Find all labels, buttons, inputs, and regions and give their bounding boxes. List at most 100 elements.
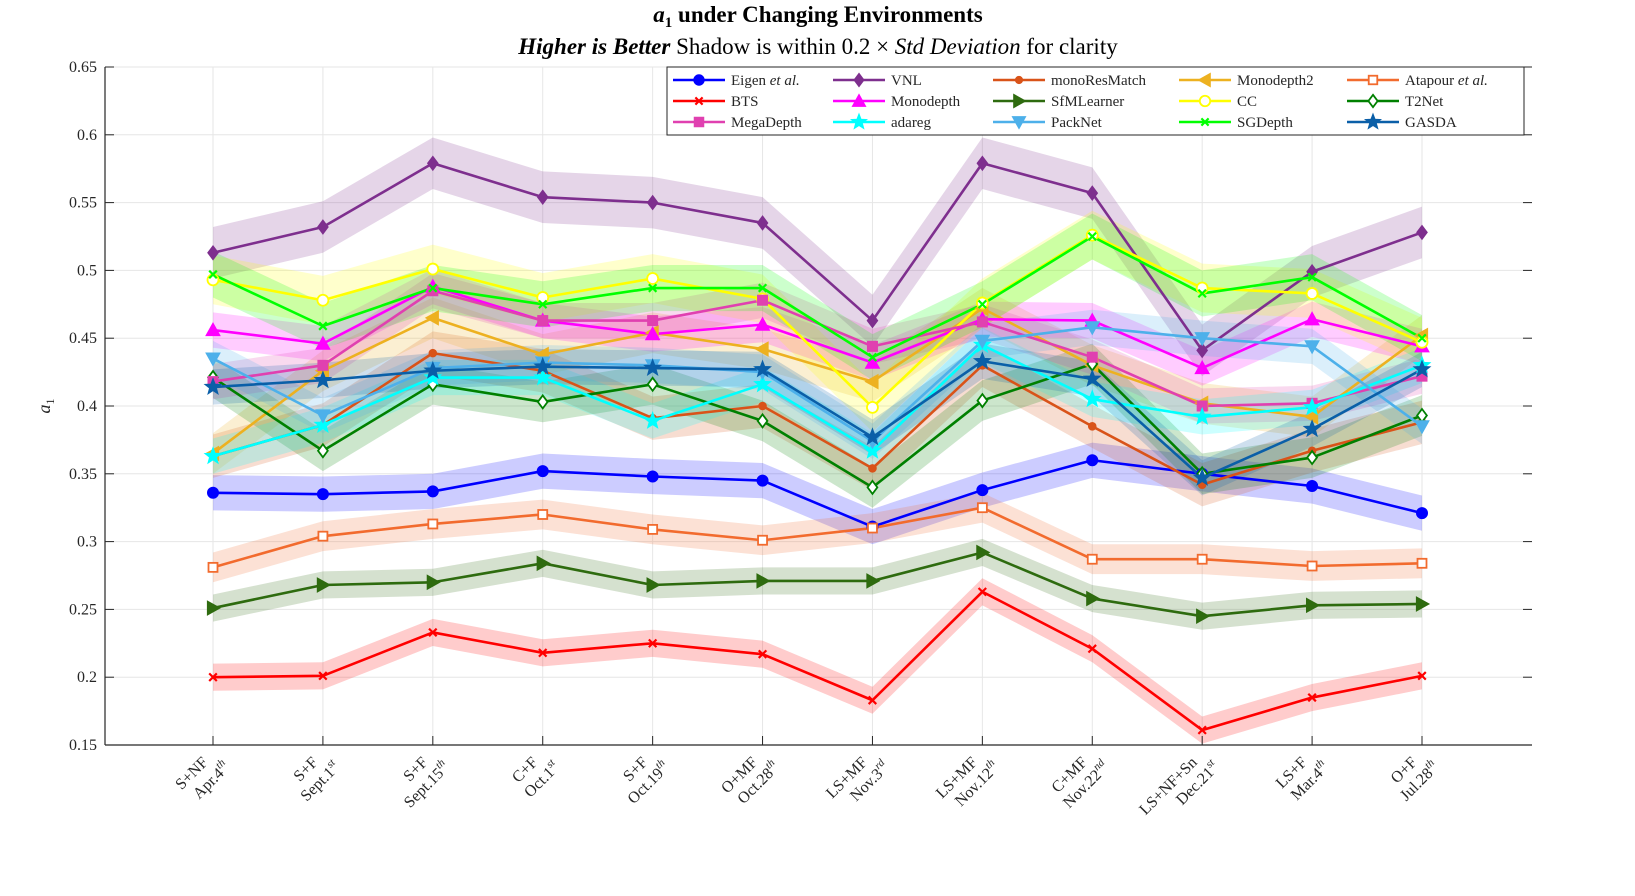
point-adareg-5 [753,374,772,393]
point-megadepth-8 [1086,351,1098,363]
shade-eigen [213,442,1422,545]
x-tick-label: S+FSept.1st [284,745,344,805]
point-gasda-8 [1082,368,1102,387]
point-vnl-9 [1196,342,1209,359]
legend-item-adareg: adareg [833,112,931,131]
series-line-bts [212,590,1423,732]
x-tick-label: O+MFOct.28th [718,745,783,810]
point-sfmlearner-9 [1196,608,1211,625]
point-t2net-3 [536,393,549,410]
point-sgdepth-7 [977,299,987,309]
point-cc-2 [426,262,440,276]
point-atapour-8 [1086,553,1098,565]
axes [104,66,1532,746]
chart-title-group: a1 under Changing Environments Higher is … [517,2,1118,59]
point-monoresmatch-5 [758,401,767,411]
point-vnl-3 [536,189,549,206]
legend-item-vnl: VNL [833,72,922,89]
x-tick-label: LS+MFNov.3rd [823,745,893,815]
point-vnl-4 [646,194,659,211]
shade-gasda [213,343,1422,496]
point-sgdepth-5 [757,283,768,293]
series-line-monoresmatch [212,351,1423,486]
legend-marker [1014,75,1024,85]
point-cc-10 [1305,287,1319,300]
point-packnet-11 [1414,420,1430,435]
shade-sgdepth [213,213,1422,381]
y-tick-label: 0.5 [77,262,97,279]
y-tick-label: 0.65 [69,59,97,76]
point-gasda-4 [643,358,663,377]
point-sgdepth-11 [1417,333,1427,343]
point-packnet-0 [205,352,221,367]
legend-marker [1367,93,1379,109]
point-sgdepth-10 [1307,272,1317,282]
point-monodepth-1 [315,335,331,350]
point-sgdepth-9 [1197,288,1207,299]
shade-sfmlearner [213,538,1422,630]
point-gasda-7 [972,351,992,370]
point-eigen-1 [316,488,329,501]
point-sfmlearner-3 [536,555,551,572]
point-adareg-9 [1192,406,1212,425]
point-sgdepth-2 [428,283,438,293]
shade-monodepth [213,269,1422,386]
y-tick-label: 0.55 [69,195,97,212]
point-cc-9 [1195,281,1209,295]
legend-label: BTS [731,94,759,110]
point-sfmlearner-10 [1305,597,1321,614]
shade-monodepth2 [213,288,1422,474]
point-monoresmatch-6 [868,464,877,473]
legend-marker [693,116,705,128]
point-monoresmatch-2 [428,348,438,358]
point-sgdepth-1 [318,321,328,331]
legend-item-atapour: Atapour et al. [1347,73,1488,89]
point-monodepth2-5 [754,341,769,357]
legend-label: adareg [891,115,931,131]
point-atapour-4 [647,523,659,535]
point-bts-0 [208,672,218,682]
point-cc-0 [206,273,220,287]
shade-t2net [213,343,1422,508]
point-atapour-0 [207,561,219,573]
legend-item-megadepth: MegaDepth [673,115,802,131]
point-gasda-5 [753,359,772,378]
y-tick-label: 0.4 [77,398,97,415]
point-cc-4 [646,272,660,285]
point-vnl-6 [866,312,879,329]
legend-marker [1367,74,1379,86]
point-sfmlearner-4 [646,577,661,593]
point-sfmlearner-7 [976,544,991,561]
series-line-sgdepth [212,235,1423,359]
point-megadepth-1 [317,359,329,371]
point-bts-2 [428,627,438,638]
point-atapour-5 [757,534,768,546]
point-atapour-10 [1306,560,1318,572]
point-vnl-5 [756,215,769,231]
legend-item-gasda: GASDA [1347,112,1457,131]
point-eigen-11 [1416,507,1428,520]
chart-subtitle: Higher is Better Shadow is within 0.2 × … [517,34,1118,59]
chart-title: a1 under Changing Environments [653,2,982,31]
legend-label: Atapour et al. [1405,73,1488,89]
point-megadepth-3 [537,315,549,327]
point-bts-9 [1197,725,1207,735]
series-line-sfmlearner [212,551,1423,618]
point-adareg-4 [643,411,663,429]
legend-marker [1197,72,1211,88]
point-t2net-10 [1306,449,1319,466]
point-gasda-6 [863,427,882,446]
legend-label: CC [1237,94,1257,110]
x-tick-label: C+FOct.1st [508,745,564,801]
shade-cc [213,210,1422,432]
point-sfmlearner-2 [426,574,441,591]
point-adareg-1 [313,415,333,434]
y-axis-label: a1 [34,399,57,414]
point-monoresmatch-8 [1087,422,1097,431]
point-eigen-8 [1086,454,1099,467]
legend-marker [853,72,865,88]
legend-item-packnet: PackNet [993,115,1103,131]
point-sgdepth-6 [867,352,878,362]
point-eigen-4 [646,470,659,483]
point-bts-6 [867,695,878,705]
